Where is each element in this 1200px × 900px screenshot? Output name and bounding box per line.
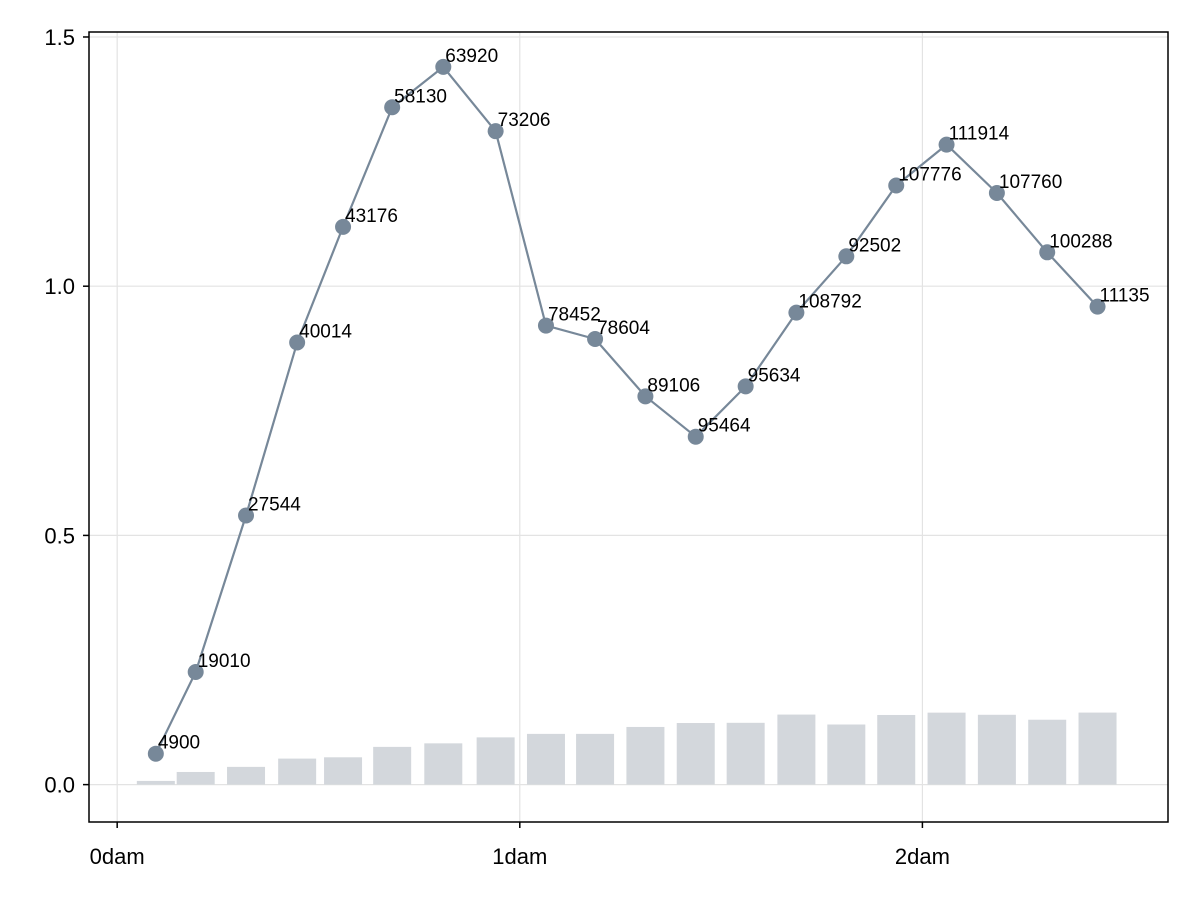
series-line [154, 65, 1099, 755]
y-tick-label: 1.0 [44, 274, 75, 299]
bar [324, 757, 363, 785]
data-label: 63920 [445, 46, 498, 67]
y-tick-label: 0.0 [44, 773, 75, 798]
bar [476, 737, 515, 785]
data-label: 78452 [548, 305, 601, 326]
axes: 0dam 1dam 2dam 0.0 0.5 1.0 1.5 [44, 25, 950, 869]
bar [576, 733, 615, 785]
data-point [587, 331, 604, 348]
data-point [537, 317, 554, 334]
data-label: 19010 [198, 651, 251, 672]
data-label: 95464 [698, 416, 751, 437]
data-label: 107776 [898, 165, 961, 186]
data-label: 40014 [299, 322, 352, 343]
bar [777, 714, 816, 785]
data-label: 95634 [748, 365, 801, 386]
data-point [289, 334, 306, 351]
data-point [187, 663, 204, 680]
data-point [384, 99, 401, 116]
x-tick-label: 0dam [90, 844, 145, 869]
data-label: 107760 [999, 172, 1062, 193]
data-point [335, 218, 352, 235]
data-point [737, 378, 754, 395]
x-tick-label: 2dam [895, 844, 950, 869]
data-label: 100288 [1049, 231, 1112, 252]
x-tick-label: 1dam [492, 844, 547, 869]
bar [977, 714, 1016, 785]
data-point [988, 184, 1005, 201]
bar [176, 771, 215, 785]
bar [877, 714, 916, 785]
data-point [838, 248, 855, 265]
data-point [637, 388, 654, 405]
data-label: 111914 [949, 124, 1010, 145]
bar [626, 726, 665, 785]
data-label: 92502 [848, 235, 901, 256]
data-point [1089, 298, 1106, 315]
y-tick-label: 0.5 [44, 523, 75, 548]
bar [373, 746, 412, 785]
bar [424, 743, 463, 785]
data-point [938, 136, 955, 153]
line-series [154, 65, 1099, 755]
data-point [435, 58, 452, 75]
bar [278, 758, 317, 785]
data-label: 89106 [647, 375, 700, 396]
bar [827, 724, 866, 785]
bar [927, 712, 966, 785]
point-series [147, 58, 1106, 762]
bar [136, 780, 175, 785]
data-label: 27544 [248, 494, 301, 515]
data-point [147, 745, 164, 762]
bar [526, 733, 565, 785]
data-point [1039, 244, 1056, 261]
y-tick-label: 1.5 [44, 25, 75, 50]
data-point [888, 177, 905, 194]
bar [676, 723, 715, 785]
data-label: 73206 [498, 110, 551, 131]
grid [89, 32, 1168, 822]
data-label: 78604 [597, 318, 650, 339]
data-label: 108792 [798, 292, 861, 313]
bar [227, 766, 266, 785]
data-label: 11135 [1100, 286, 1150, 307]
data-point [487, 123, 504, 140]
bar [726, 722, 765, 785]
data-point [687, 428, 704, 445]
data-point [788, 304, 805, 321]
data-label: 43176 [345, 206, 398, 227]
bar [1078, 712, 1117, 785]
data-label: 58130 [394, 86, 447, 107]
data-label: 4900 [158, 733, 200, 754]
data-labels: 4900 19010 27544 40014 43176 58130 63920 73206 7… [158, 46, 1150, 754]
data-point [238, 507, 255, 524]
bar-series [136, 712, 1117, 785]
plot-frame [88, 31, 1169, 823]
bar [1028, 719, 1067, 785]
